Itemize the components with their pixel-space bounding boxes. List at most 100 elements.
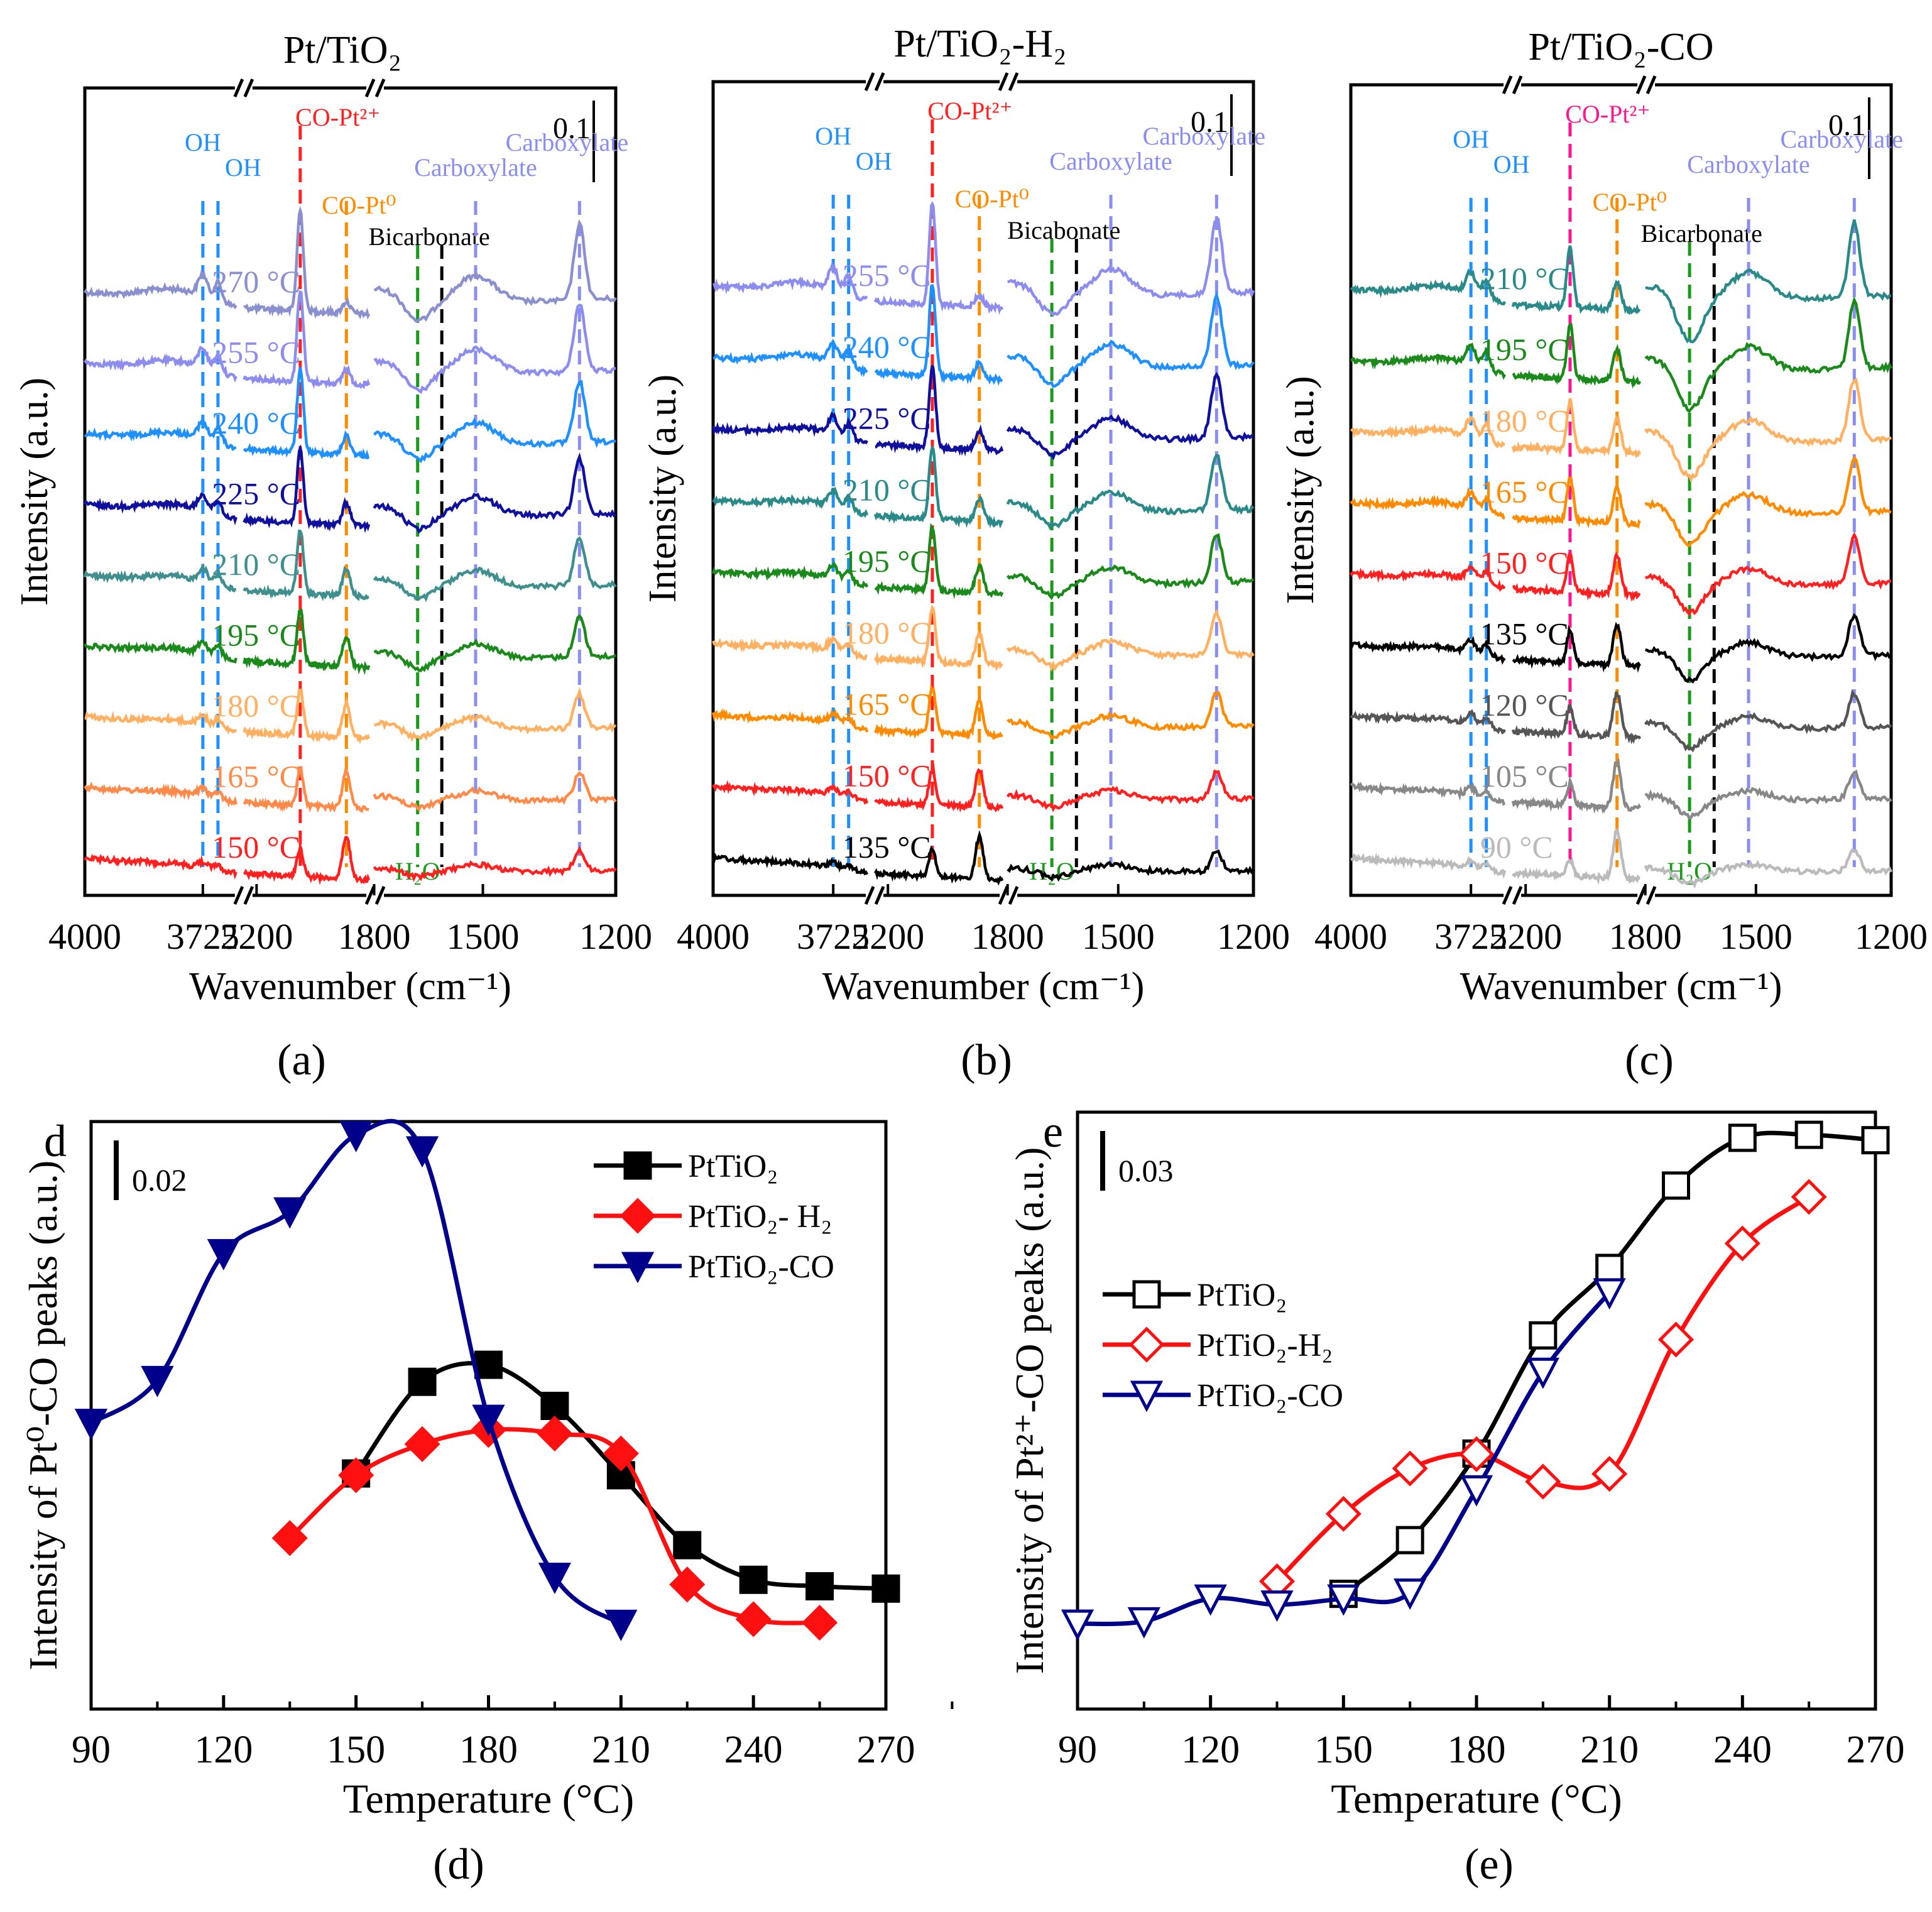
x-tick-label: 2200 bbox=[1489, 916, 1562, 957]
panel-label-e: (e) bbox=[1465, 1840, 1514, 1889]
scale-bar-label: 0.1 bbox=[1191, 106, 1228, 139]
data-point bbox=[1260, 1590, 1294, 1622]
data-point bbox=[1657, 1321, 1695, 1358]
data-point bbox=[604, 1609, 638, 1641]
spectrum-trace bbox=[874, 604, 1003, 672]
spectrum-trace bbox=[1350, 564, 1506, 592]
data-point bbox=[621, 1252, 655, 1284]
spectrum-trace bbox=[243, 529, 369, 602]
spectrum-trace bbox=[1644, 296, 1892, 413]
marker-label: Bicabonate bbox=[1007, 216, 1120, 244]
spectrum-trace bbox=[875, 364, 1004, 457]
spectrum-trace bbox=[1350, 415, 1505, 449]
temperature-label: 240 °C bbox=[843, 329, 931, 364]
spectrum-trace bbox=[1007, 290, 1255, 388]
axis-break-mark bbox=[374, 886, 386, 905]
axis-break-mark bbox=[874, 72, 885, 91]
data-point bbox=[338, 1457, 374, 1494]
x-tick-label: 180 bbox=[459, 1729, 518, 1771]
axis-break-mark bbox=[1008, 886, 1019, 905]
temperature-label: 225 °C bbox=[212, 476, 300, 511]
temperature-label: 210 °C bbox=[1480, 261, 1569, 296]
spectrum-trace bbox=[711, 853, 869, 876]
spectrum-trace bbox=[84, 346, 237, 383]
spectrum-trace bbox=[1512, 621, 1641, 673]
spectrum-trace bbox=[1007, 217, 1255, 317]
series-line bbox=[1077, 1291, 1612, 1626]
marker-label: Carboxylate bbox=[1687, 150, 1810, 178]
spectrum-trace bbox=[373, 380, 616, 464]
axis-break-mark bbox=[864, 886, 875, 905]
data-point bbox=[1861, 1126, 1890, 1155]
data-point bbox=[207, 1238, 240, 1270]
spectrum-trace bbox=[1512, 476, 1641, 529]
axis-break-mark bbox=[374, 79, 386, 97]
axis-break-mark bbox=[364, 79, 376, 97]
data-point bbox=[1791, 1179, 1827, 1215]
x-tick-label: 3725 bbox=[797, 916, 870, 957]
data-point bbox=[805, 1572, 834, 1601]
spectrum-trace bbox=[243, 836, 371, 885]
spectrum-trace bbox=[243, 290, 371, 390]
x-tick-label: 150 bbox=[327, 1729, 385, 1771]
marker-label: CO-Pt²⁺ bbox=[927, 97, 1012, 125]
x-tick-label: 3725 bbox=[166, 916, 239, 957]
corner-label: d bbox=[44, 1116, 67, 1166]
spectrum-trace bbox=[873, 445, 1004, 529]
spectrum-trace bbox=[1644, 456, 1892, 547]
x-tick-label: 4000 bbox=[1314, 916, 1387, 957]
x-tick-label: 150 bbox=[1314, 1729, 1373, 1771]
data-point bbox=[603, 1435, 639, 1472]
x-tick-label: 210 bbox=[1580, 1729, 1639, 1771]
temperature-label: 225 °C bbox=[843, 401, 931, 436]
temperature-label: 195 °C bbox=[212, 618, 300, 653]
marker-label: OH bbox=[815, 122, 851, 150]
data-point bbox=[739, 1565, 768, 1594]
spectrum-title: Pt/TiO₂-CO bbox=[1528, 26, 1713, 68]
axis-break-mark bbox=[874, 886, 885, 905]
spectrum-trace bbox=[712, 338, 868, 378]
data-point bbox=[1458, 1436, 1495, 1472]
panel-label-d: (d) bbox=[433, 1840, 484, 1889]
data-point bbox=[405, 1136, 439, 1168]
x-tick-label: 1200 bbox=[1217, 916, 1290, 957]
data-point bbox=[540, 1392, 569, 1421]
spectrum-trace bbox=[84, 853, 237, 880]
data-point bbox=[1794, 1120, 1823, 1149]
temperature-label: 210 °C bbox=[843, 472, 931, 507]
x-tick-label: 4000 bbox=[48, 916, 121, 957]
axis-break-mark bbox=[1512, 75, 1523, 94]
data-point bbox=[1194, 1584, 1227, 1616]
legend-label: PtTiO₂ bbox=[688, 1149, 778, 1184]
x-tick-label: 1800 bbox=[971, 916, 1044, 957]
spectrum-trace bbox=[84, 639, 237, 664]
marker-label: Bicarbonate bbox=[369, 222, 490, 251]
panel-label-c: (c) bbox=[1625, 1036, 1674, 1084]
data-point bbox=[271, 1520, 308, 1556]
marker-label: Carboxylate bbox=[414, 153, 537, 182]
data-point bbox=[1591, 1456, 1628, 1492]
data-point bbox=[474, 1350, 503, 1379]
legend-label: PtTiO₂-CO bbox=[688, 1249, 834, 1285]
spectrum-trace bbox=[1511, 398, 1642, 459]
temperature-label: 150 °C bbox=[1480, 545, 1569, 581]
spectrum-trace bbox=[84, 711, 237, 735]
legend-label: PtTiO₂-CO bbox=[1197, 1378, 1343, 1414]
spectrum-trace bbox=[1645, 613, 1892, 684]
x-tick-label: 120 bbox=[1181, 1729, 1240, 1771]
scale-bar-label: 0.02 bbox=[132, 1162, 187, 1198]
data-point bbox=[1593, 1278, 1626, 1310]
axis-break-mark bbox=[1645, 75, 1657, 94]
data-point bbox=[1526, 1357, 1559, 1389]
data-point bbox=[673, 1531, 702, 1560]
x-tick-label: 1500 bbox=[1720, 916, 1793, 957]
spectrum-trace bbox=[1350, 486, 1505, 520]
plot-frame bbox=[83, 86, 618, 897]
data-point bbox=[141, 1365, 174, 1397]
axis-break-mark bbox=[864, 72, 875, 91]
x-tick-label: 1500 bbox=[447, 916, 520, 957]
data-point bbox=[472, 1404, 505, 1436]
